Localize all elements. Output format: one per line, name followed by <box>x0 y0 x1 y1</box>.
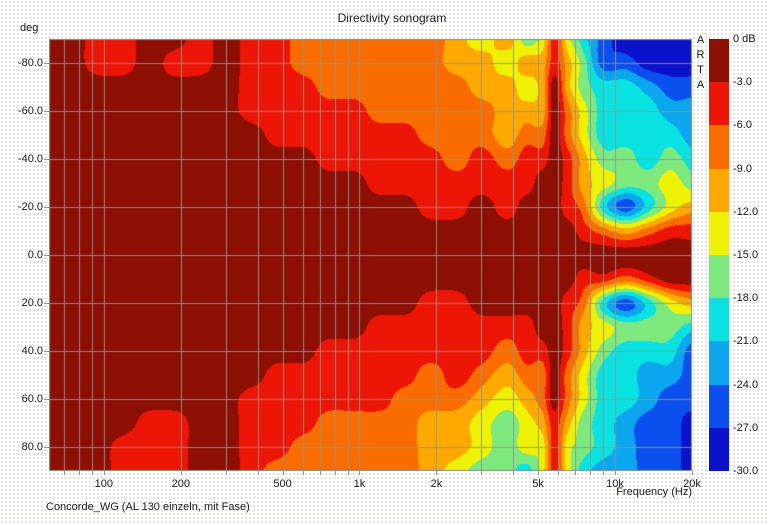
colorbar-label: -24.0 <box>733 378 759 391</box>
colorbar-label: 0 dB <box>733 33 756 45</box>
y-tick-label: 20.0 <box>21 297 43 309</box>
colorbar-segment <box>709 125 729 169</box>
y-tick-mark <box>44 111 49 112</box>
x-tick-mark <box>513 471 514 475</box>
y-tick-label: 0.0 <box>27 249 43 261</box>
y-tick-mark <box>44 63 49 64</box>
sonogram-heatmap-canvas <box>49 39 692 471</box>
x-tick-mark <box>538 471 539 475</box>
x-tick-mark <box>320 471 321 475</box>
x-tick-mark <box>335 471 336 475</box>
y-tick-label: -20.0 <box>17 201 43 213</box>
x-tick-label: 5k <box>532 478 544 490</box>
colorbar-label: -15.0 <box>733 249 759 261</box>
arta-watermark-letter: R <box>696 49 705 61</box>
colorbar-segment <box>709 39 729 83</box>
y-tick-mark <box>44 399 49 400</box>
y-tick-label: -60.0 <box>17 105 43 117</box>
x-tick-mark <box>283 471 284 475</box>
y-tick-label: 80.0 <box>21 441 43 453</box>
x-tick-mark <box>348 471 349 475</box>
x-tick-label: 20k <box>683 478 701 490</box>
arta-watermark-letter: A <box>696 79 705 91</box>
colorbar-segment <box>709 82 729 126</box>
colorbar-label: -27.0 <box>733 421 759 434</box>
x-tick-mark <box>692 471 693 475</box>
y-tick-label: 60.0 <box>21 393 43 405</box>
y-tick-label: 40.0 <box>21 345 43 357</box>
colorbar-label: -3.0 <box>733 76 752 89</box>
colorbar-label: -21.0 <box>733 335 759 348</box>
y-tick-mark <box>44 351 49 352</box>
y-tick-label: -40.0 <box>17 153 43 165</box>
y-axis-unit-label: deg <box>20 22 39 34</box>
colorbar-segment <box>709 341 729 385</box>
x-tick-label: 500 <box>273 478 292 490</box>
x-tick-mark <box>92 471 93 475</box>
colorbar-label: -6.0 <box>733 119 752 132</box>
colorbar-label: -9.0 <box>733 162 752 175</box>
x-tick-label: 2k <box>430 478 443 490</box>
x-tick-label: 200 <box>171 478 190 490</box>
chart-title: Directivity sonogram <box>337 11 447 25</box>
x-tick-mark <box>590 471 591 475</box>
colorbar-label: -18.0 <box>733 292 759 305</box>
y-tick-label: -80.0 <box>17 57 43 69</box>
colorbar-segment <box>709 255 729 299</box>
y-tick-mark <box>44 255 49 256</box>
colorbar-segment <box>709 168 729 212</box>
x-tick-mark <box>575 471 576 475</box>
colorbar-label: -12.0 <box>733 205 759 218</box>
x-tick-mark <box>104 471 105 475</box>
x-tick-mark <box>603 471 604 475</box>
measurement-label: Concorde_WG (AL 130 einzeln, mit Fase) <box>46 501 250 513</box>
x-axis-title: Frequency (Hz) <box>616 486 692 498</box>
x-tick-mark <box>481 471 482 475</box>
colorbar-label: -30.0 <box>733 465 759 477</box>
colorbar-segment <box>709 298 729 342</box>
y-tick-mark <box>44 303 49 304</box>
x-tick-mark <box>303 471 304 475</box>
arta-watermark-letter: T <box>697 64 704 76</box>
arta-watermark-letter: A <box>696 34 705 46</box>
x-tick-mark <box>359 471 360 475</box>
x-tick-mark <box>558 471 559 475</box>
x-tick-label: 1k <box>353 478 366 490</box>
plot-area <box>49 39 692 471</box>
y-tick-mark <box>44 159 49 160</box>
colorbar-segment <box>709 427 729 471</box>
x-tick-label: 10k <box>606 478 624 490</box>
x-tick-label: 100 <box>94 478 114 490</box>
x-tick-mark <box>79 471 80 475</box>
colorbar-segment <box>709 211 729 255</box>
x-tick-mark <box>436 471 437 475</box>
y-tick-mark <box>44 207 49 208</box>
y-tick-mark <box>44 447 49 448</box>
x-tick-mark <box>258 471 259 475</box>
colorbar-segment <box>709 384 729 428</box>
x-tick-mark <box>615 471 616 475</box>
x-tick-mark <box>226 471 227 475</box>
x-tick-mark <box>181 471 182 475</box>
x-tick-mark <box>64 471 65 475</box>
